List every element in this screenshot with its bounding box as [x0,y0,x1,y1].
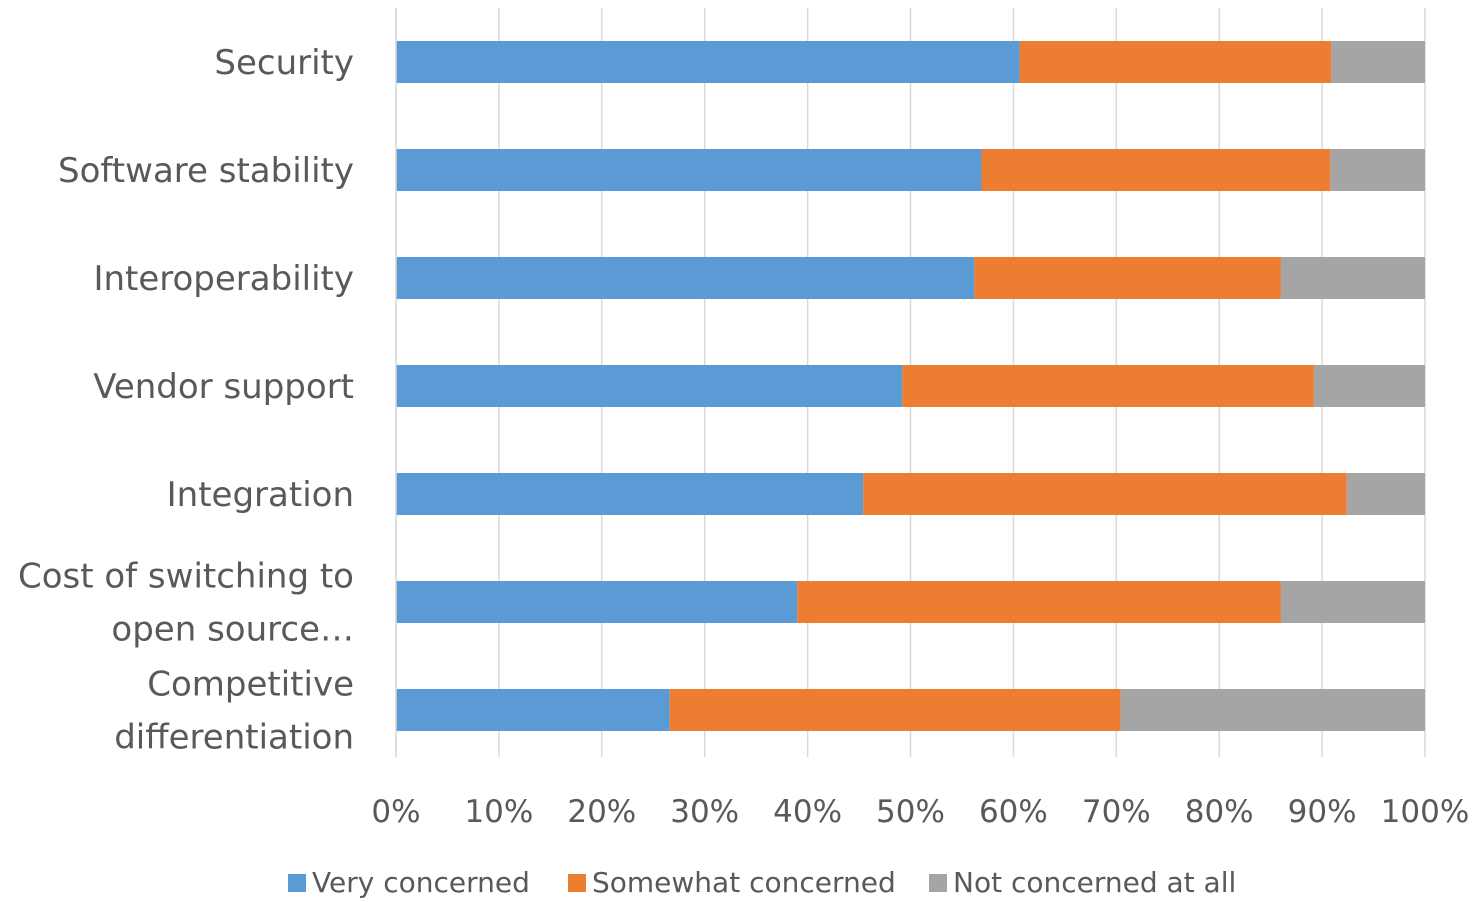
bar-segment-somewhat-concerned [1019,41,1332,83]
category-label: Security [214,43,354,83]
category-label: Software stability [58,151,354,191]
bar-segment-somewhat-concerned [981,149,1331,191]
x-tick-label: 20% [567,794,636,830]
bar-segment-not-concerned-at-all [1331,41,1425,83]
bar-segment-very-concerned [396,41,1020,83]
legend: Very concerned Somewhat concerned Not conc… [288,866,1236,899]
legend-swatch [929,874,947,892]
x-tick-label: 100% [1381,794,1470,830]
x-tick-label: 60% [979,794,1048,830]
category-label: Competitive [147,665,354,705]
x-tick-label: 40% [773,794,842,830]
legend-swatch [288,874,306,892]
axes: 0% 10% 20% 30% 40% 50% 60% 70% 80% 90% 100% Securit… [18,8,1469,830]
bar-segment-very-concerned [396,581,798,623]
category-label: open source… [111,610,354,650]
bar-segment-very-concerned [396,473,864,515]
bar-segment-not-concerned-at-all [1280,581,1425,623]
legend-label: Not concerned at all [953,866,1236,898]
bar-segment-very-concerned [396,257,975,299]
x-tick-label: 30% [670,794,739,830]
bar-segment-not-concerned-at-all [1120,689,1425,731]
bar-segment-somewhat-concerned [902,365,1314,407]
legend-swatch [568,874,586,892]
x-tick-label: 90% [1288,794,1357,830]
bar-segment-not-concerned-at-all [1313,365,1425,407]
bar-segment-very-concerned [396,689,670,731]
legend-label: Very concerned [312,866,530,898]
x-tick-label: 0% [371,794,420,830]
bar-segment-somewhat-concerned [974,257,1281,299]
category-label: Cost of switching to [18,557,354,597]
category-label: differentiation [114,718,354,758]
x-tick-label: 50% [876,794,945,830]
bar-segment-somewhat-concerned [797,581,1281,623]
x-tick-label: 10% [464,794,533,830]
legend-label: Somewhat concerned [592,866,896,898]
bar-segment-very-concerned [396,149,982,191]
bar-segment-not-concerned-at-all [1330,149,1425,191]
bar-segment-somewhat-concerned [863,473,1347,515]
bar-segment-not-concerned-at-all [1346,473,1425,515]
bar-segment-somewhat-concerned [669,689,1121,731]
category-label: Vendor support [93,367,354,407]
x-tick-label: 80% [1185,794,1254,830]
category-label: Interoperability [93,259,354,299]
bars [396,41,1425,731]
category-label: Integration [167,475,354,515]
bar-segment-not-concerned-at-all [1280,257,1425,299]
bar-segment-very-concerned [396,365,903,407]
x-tick-label: 70% [1082,794,1151,830]
